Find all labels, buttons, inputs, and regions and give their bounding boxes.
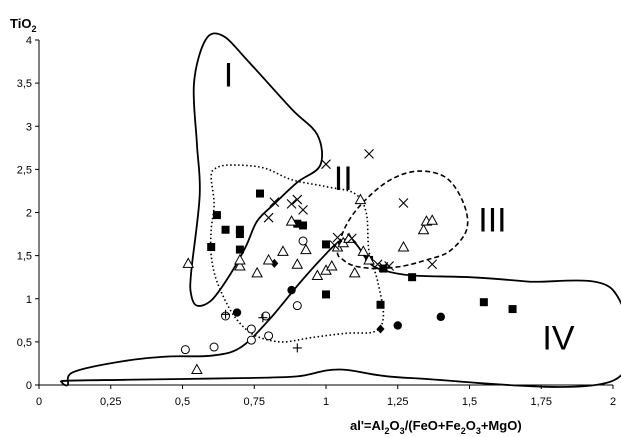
open-triangle-point xyxy=(426,214,439,225)
open-circle-point xyxy=(246,324,256,334)
y-tick-label: 0 xyxy=(26,380,32,392)
filled-circle-point xyxy=(393,321,402,330)
filled-square-point xyxy=(235,245,244,254)
x-tick-label: 0 xyxy=(36,396,42,408)
cross-point xyxy=(384,261,395,271)
x-tick-label: 1 xyxy=(323,396,329,408)
filled-circle-point xyxy=(232,308,242,317)
filled-circle-point xyxy=(436,312,445,322)
filled-square-point xyxy=(322,290,330,299)
plus-point xyxy=(258,313,268,323)
open-triangle-point xyxy=(311,269,324,280)
open-circle-point xyxy=(180,345,190,355)
filled-square-point xyxy=(235,230,244,239)
cross-point xyxy=(364,148,374,159)
open-triangle-point xyxy=(182,257,195,268)
y-axis-title: TiO2 xyxy=(10,16,36,34)
filled-square-point xyxy=(479,298,488,307)
filled-square-point xyxy=(221,225,230,234)
filled-square-point xyxy=(322,240,330,249)
y-tick-label: 3,5 xyxy=(17,78,32,90)
x-axis-title: al'=Al2O3/(FeO+Fe2O3+MgO) xyxy=(350,418,522,436)
filled-square-point xyxy=(508,305,517,314)
cross-point xyxy=(269,197,280,208)
cross-point xyxy=(329,240,340,251)
open-triangle-point xyxy=(300,243,312,255)
x-tick-label: 0,25 xyxy=(100,396,121,408)
filled-diamond-point xyxy=(376,324,385,334)
open-triangle-point xyxy=(291,258,304,269)
cross-point xyxy=(263,212,274,223)
plus-point xyxy=(292,343,302,353)
y-tick-label: 2,5 xyxy=(17,164,32,176)
filled-square-point xyxy=(255,189,264,198)
open-triangle-point xyxy=(417,223,430,235)
open-triangle-point xyxy=(397,240,410,252)
cross-point xyxy=(398,198,409,208)
filled-square-point xyxy=(379,264,388,273)
cross-point xyxy=(298,205,308,215)
region-label-3: III xyxy=(478,201,506,239)
x-tick-label: 1,25 xyxy=(387,396,408,408)
open-triangle-point xyxy=(191,363,203,374)
filled-square-point xyxy=(299,221,308,230)
open-triangle-point xyxy=(348,266,361,278)
open-triangle-point xyxy=(251,266,263,278)
cross-point xyxy=(372,259,383,270)
open-triangle-point xyxy=(357,245,370,256)
open-circle-point xyxy=(264,331,274,341)
filled-square-point xyxy=(408,273,417,282)
regions-layer xyxy=(60,32,621,388)
region-outline-3 xyxy=(336,170,469,270)
open-triangle-point xyxy=(262,253,275,265)
region-label-1: I xyxy=(224,57,233,95)
filled-square-point xyxy=(376,300,385,309)
y-tick-label: 1 xyxy=(26,294,32,306)
cross-point xyxy=(292,194,303,205)
open-circle-point xyxy=(292,301,302,311)
open-triangle-point xyxy=(277,245,289,256)
points-layer xyxy=(180,148,517,374)
y-tick-label: 1,5 xyxy=(17,251,32,263)
cross-point xyxy=(332,232,343,243)
cross-point xyxy=(346,233,357,244)
open-circle-point xyxy=(209,342,219,352)
y-tick-label: 3 xyxy=(26,121,32,133)
x-tick-label: 0,5 xyxy=(175,396,190,408)
cross-point xyxy=(321,159,331,170)
y-tick-label: 0,5 xyxy=(17,337,32,349)
region-outline-2 xyxy=(209,164,385,343)
filled-square-point xyxy=(207,243,216,251)
y-tick-label: 4 xyxy=(26,35,32,47)
open-triangle-point xyxy=(325,259,338,271)
open-circle-point xyxy=(246,335,256,345)
region-outline-1 xyxy=(189,32,323,307)
region-outline-4 xyxy=(60,238,621,388)
plus-point xyxy=(221,309,231,319)
filled-square-point xyxy=(212,211,221,220)
cross-point xyxy=(427,259,438,270)
x-tick-label: 1,75 xyxy=(531,396,552,408)
y-tick-label: 2 xyxy=(26,208,32,220)
cross-point xyxy=(286,198,297,209)
x-tick-label: 2 xyxy=(610,396,616,408)
x-tick-label: 0,75 xyxy=(244,396,265,408)
filled-circle-point xyxy=(287,285,296,295)
open-triangle-point xyxy=(234,253,246,265)
filled-square-point xyxy=(293,219,302,228)
open-triangle-point xyxy=(354,193,367,205)
region-label-2: II xyxy=(334,160,353,198)
open-triangle-point xyxy=(234,259,246,271)
open-triangle-point xyxy=(285,215,298,226)
open-triangle-point xyxy=(363,253,375,265)
axes-layer xyxy=(38,40,613,386)
region-label-4: IV xyxy=(542,320,574,358)
open-circle-point xyxy=(298,236,308,246)
x-tick-label: 1,5 xyxy=(462,396,477,408)
ticks-layer: 0 0,25 0,5 0,75 1 1,25 1,5 1,75 2 0 0,5 1 1,5 2 2,5 3 3,… xyxy=(17,35,616,408)
filled-square-point xyxy=(235,225,244,234)
